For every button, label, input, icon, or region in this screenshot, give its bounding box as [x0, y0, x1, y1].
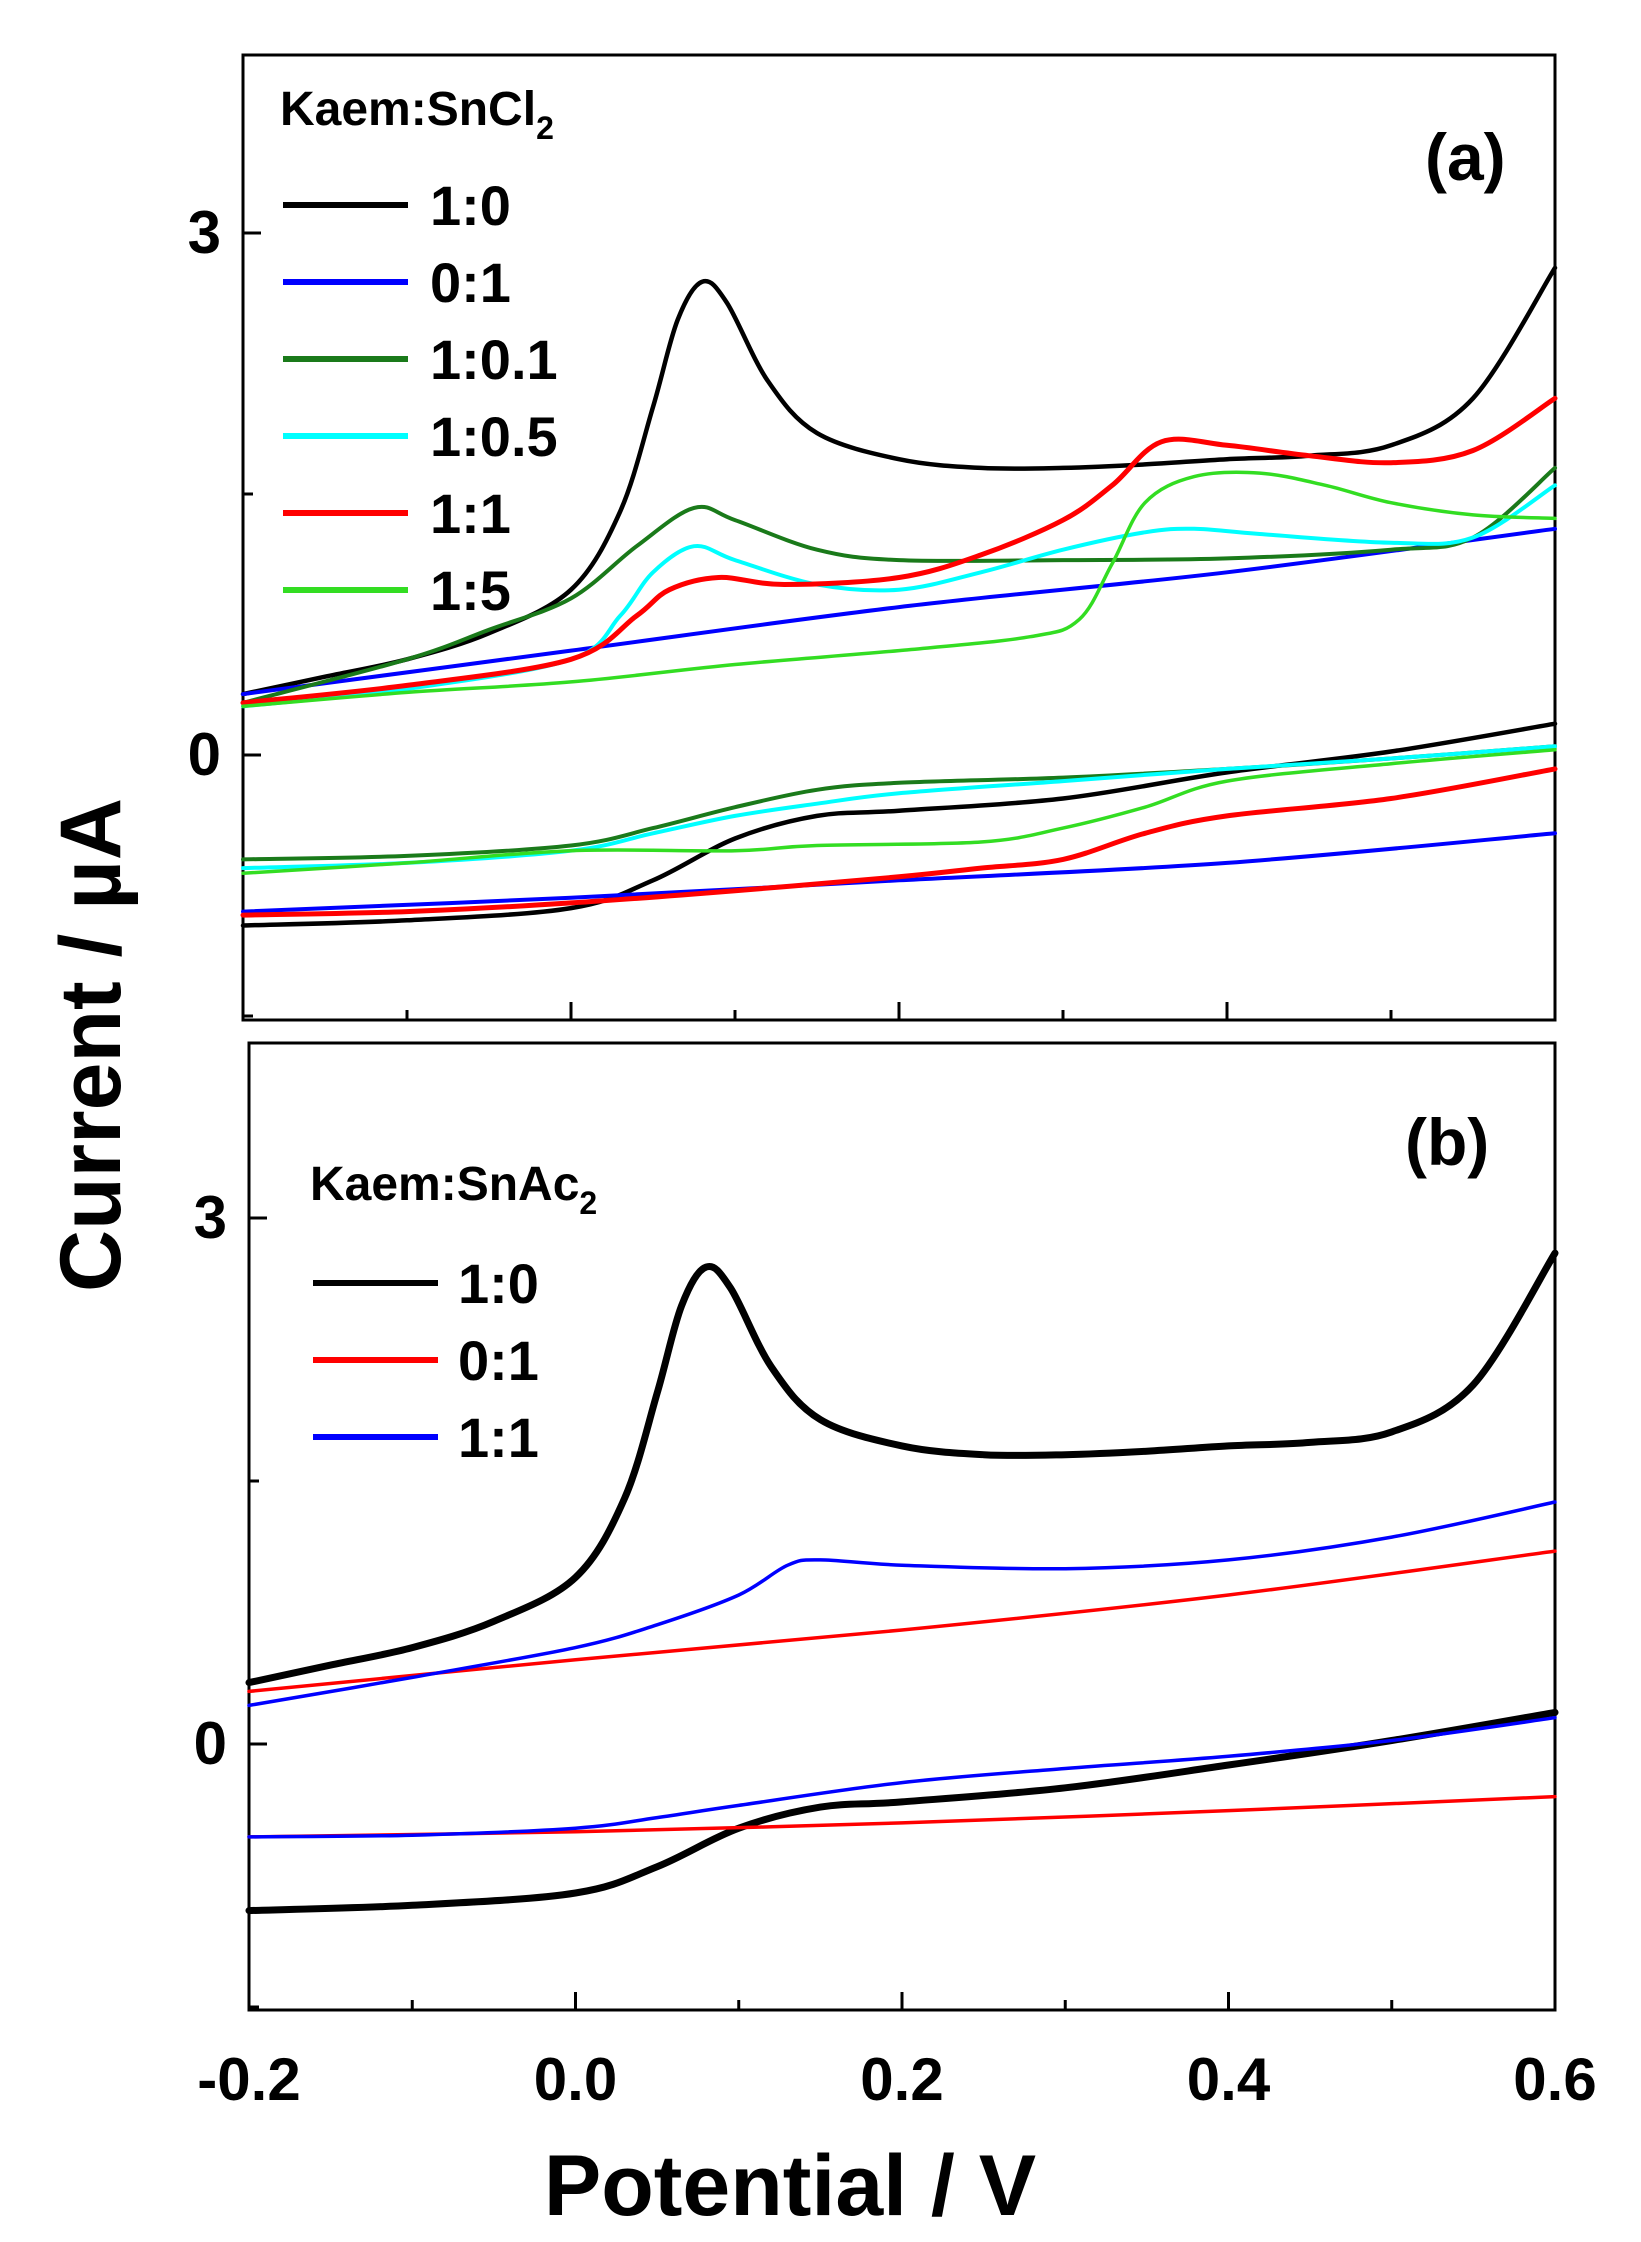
- legend-label: 1:1: [458, 1406, 539, 1469]
- x-tick-label: 0.0: [534, 2046, 617, 2113]
- series-line-reverse: [241, 748, 1557, 876]
- legend-label: 0:1: [430, 251, 511, 314]
- panel-b-x-tick-labels: -0.2 0.0 0.2 0.4 0.6: [197, 2046, 1596, 2113]
- series-line-forward: [241, 526, 1557, 697]
- series-line-forward: [241, 465, 1557, 705]
- legend-title: Kaem:SnAc2: [310, 1158, 597, 1221]
- legend-label: 1:0.5: [430, 405, 558, 468]
- panel-a-label: (a): [1425, 120, 1506, 194]
- series-line-reverse: [240, 721, 1558, 928]
- series-line-forward: [247, 1549, 1557, 1694]
- panel-b-ticks: [247, 1216, 1557, 2010]
- series-line-forward: [240, 395, 1558, 706]
- y-axis-title: Current / µA: [43, 798, 139, 1292]
- series-line-reverse: [241, 831, 1557, 914]
- series-line-reverse: [241, 744, 1557, 871]
- panel-b-legend: Kaem:SnAc2 1:0 0:1 1:1: [310, 1158, 597, 1469]
- panel-b-y-tick-labels: 03: [194, 1184, 227, 1777]
- legend-label: 1:0: [430, 174, 511, 237]
- panel-a-ticks: [241, 231, 1557, 1020]
- series-line-forward: [245, 1249, 1559, 1687]
- legend-label: 1:1: [430, 482, 511, 545]
- series-line-reverse: [245, 1708, 1559, 1915]
- x-tick-label: 0.4: [1187, 2046, 1271, 2113]
- legend-label: 1:0.1: [430, 328, 558, 391]
- panel-a-legend: Kaem:SnCl2 1:0 0:1 1:0.1 1:0.5 1:1 1:5: [280, 83, 558, 622]
- x-axis-title: Potential / V: [544, 2138, 1036, 2234]
- x-tick-label: -0.2: [197, 2046, 300, 2113]
- series-line-reverse: [240, 766, 1558, 918]
- series-line-forward: [241, 470, 1557, 709]
- legend-title: Kaem:SnCl2: [280, 83, 554, 146]
- series-line-forward: [247, 1500, 1557, 1708]
- y-tick-label: 3: [194, 1184, 227, 1251]
- panel-b: 03 -0.2 0.0 0.2 0.4 0.6 Kaem:SnAc21:00:11:1 …: [194, 1041, 1597, 2113]
- panel-a-y-tick-labels: 03: [188, 199, 221, 788]
- legend-label: 1:0: [458, 1252, 539, 1315]
- y-tick-label: 3: [188, 199, 221, 266]
- series-line-reverse: [247, 1715, 1557, 1839]
- x-tick-label: 0.2: [860, 2046, 943, 2113]
- y-tick-label: 0: [188, 721, 221, 788]
- legend-label: 0:1: [458, 1329, 539, 1392]
- panel-b-curves: [245, 1249, 1559, 1915]
- panel-b-label: (b): [1405, 1105, 1489, 1179]
- panel-a-curves: [240, 265, 1558, 928]
- x-tick-label: 0.6: [1513, 2046, 1596, 2113]
- legend-label: 1:5: [430, 559, 511, 622]
- y-tick-label: 0: [194, 1710, 227, 1777]
